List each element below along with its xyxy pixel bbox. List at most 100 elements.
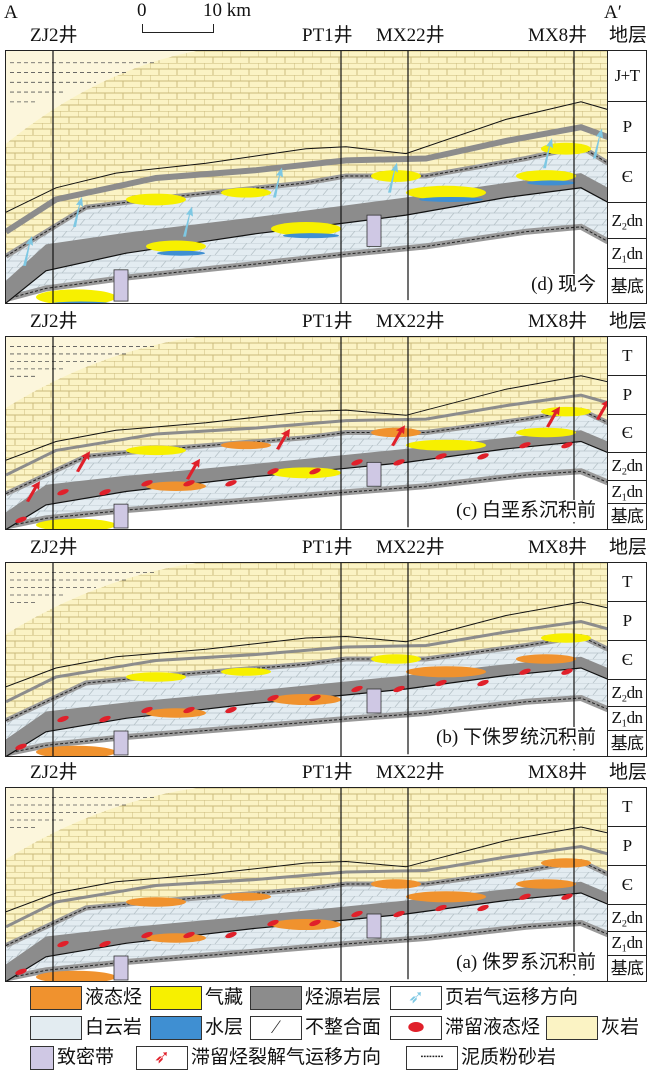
retained-liquid-icon [15,743,27,750]
strata-column: T P Є Z₂dn Z₁dn 基底 [607,336,647,530]
liquid-hydrocarbon [221,441,271,450]
tight-zone [366,913,382,939]
legend-label: 气藏 [205,987,244,1008]
strata-column: J+T P Є Z₂dn Z₁dn 基底 [607,50,647,304]
cracked-gas-arrow-icon [276,428,290,450]
retained-liquid-icon [435,679,447,687]
legend-label: 滞留液态烃 [445,1017,541,1038]
retained-liquid-icon [57,715,69,723]
retained-liquid-icon [225,931,237,939]
legend-label: 烃源岩层 [305,987,382,1008]
legend-label: 白云岩 [85,1017,143,1038]
well-label-mx22: MX22井 [376,537,445,558]
shale-gas-arrow-icon [593,128,603,159]
gas-reservoir [541,406,591,417]
shale-gas-arrow-icon [23,235,33,266]
strata-cell: J+T [608,51,646,102]
strata-cell: P [608,376,646,415]
tight-zone-icon: ⦚ [30,1046,54,1070]
legend-label: 水层 [205,1017,244,1038]
well-label-mx22: MX22井 [376,25,445,46]
retained-liquid-icon [141,480,153,487]
panel-caption: (b) 下侏罗统沉积前 [436,727,596,749]
legend-item: ➶ 滞留烃裂解气运移方向 [136,1046,381,1070]
strata-cell: 基底 [610,734,644,754]
tight-zone [113,269,129,302]
well-label-mx22: MX22井 [376,311,445,332]
cracked-gas-arrow-icon [26,481,40,503]
legend-item: 液态烃 [30,986,142,1010]
strata-cell: P [608,827,646,866]
section-end-label: A′ [604,2,622,23]
siltstone-icon: ┈┈ [406,1046,458,1070]
liquid-hydrocarbon [406,666,486,678]
retained-liquid-icon [309,468,321,475]
gas-reservoir [36,518,116,529]
strata-cell: P [608,102,646,153]
stratum-boundary [6,101,607,213]
gas-reservoir [371,170,421,182]
unconformity-line [6,146,607,257]
scale-start: 0 [137,0,147,21]
strata-cell: P [608,602,646,641]
scale-bar [142,24,214,33]
source-rock-p [6,124,607,235]
stratum-boundary [6,375,607,461]
well-label-pt1: PT1井 [302,311,353,332]
retained-liquid-icon [477,679,489,687]
gas-reservoir [221,187,271,198]
retained-liquid-icon [183,931,195,939]
tight-zone [366,214,382,247]
well-label-mx8: MX8井 [528,537,588,558]
cross-section-panel [5,50,608,304]
retained-liquid-icon [15,516,27,523]
water-layer [419,196,483,202]
legend-label: 灰岩 [601,1017,640,1038]
source-rock-p [6,619,607,704]
retained-liquid-icon [561,893,573,900]
red-arrow-icon: ➶ [136,1046,188,1070]
section-start-label: A [4,2,18,23]
retained-liquid-icon [477,904,489,912]
gas-reservoir [541,633,591,643]
legend-item: 烃源岩层 [250,986,381,1010]
retained-liquid-icon [225,480,237,487]
strata-cell: Z₂dn [608,203,646,239]
liquid-hydrocarbon [371,427,421,438]
water-layer [527,180,575,186]
gas-reservoir [126,445,186,456]
liquid-hydrocarbon [146,933,206,943]
shale-gas-arrow-icon [73,196,83,227]
water-layer [51,301,111,303]
legend-item: 水层 [150,1016,243,1040]
cross-section-panel [5,336,608,530]
retained-liquid-icon [561,442,573,449]
legend-label: 页岩气运移方向 [445,987,579,1008]
gas-reservoir [516,170,576,182]
strata-cell: T [608,788,646,827]
tight-zone [113,955,129,981]
swatch-icon [150,1016,202,1040]
gas-reservoir [36,289,116,303]
well-label-mx8: MX8井 [528,762,588,783]
retained-liquid-icon [57,940,69,948]
liquid-hydrocarbon [406,891,486,903]
gas-reservoir [126,672,186,682]
strata-header: 地层 [609,537,648,558]
retained-liquid-icon [561,668,573,675]
swatch-icon [30,1016,82,1040]
legend-label: 泥质粉砂岩 [461,1047,557,1068]
swatch-icon [546,1016,598,1040]
shale-gas-arrow-icon [388,162,398,193]
strata-header: 地层 [609,25,648,46]
retained-liquid-icon [267,694,279,702]
strata-cell: T [608,563,646,602]
tight-zone [113,503,129,529]
scale-end: 10 km [203,0,252,21]
liquid-hydrocarbon [146,708,206,718]
legend-item: ➶ 页岩气运移方向 [390,986,578,1010]
tight-zone [366,688,382,714]
retained-liquid-icon [351,459,363,466]
cracked-gas-arrow-icon [76,451,90,473]
well-label-pt1: PT1井 [302,25,353,46]
